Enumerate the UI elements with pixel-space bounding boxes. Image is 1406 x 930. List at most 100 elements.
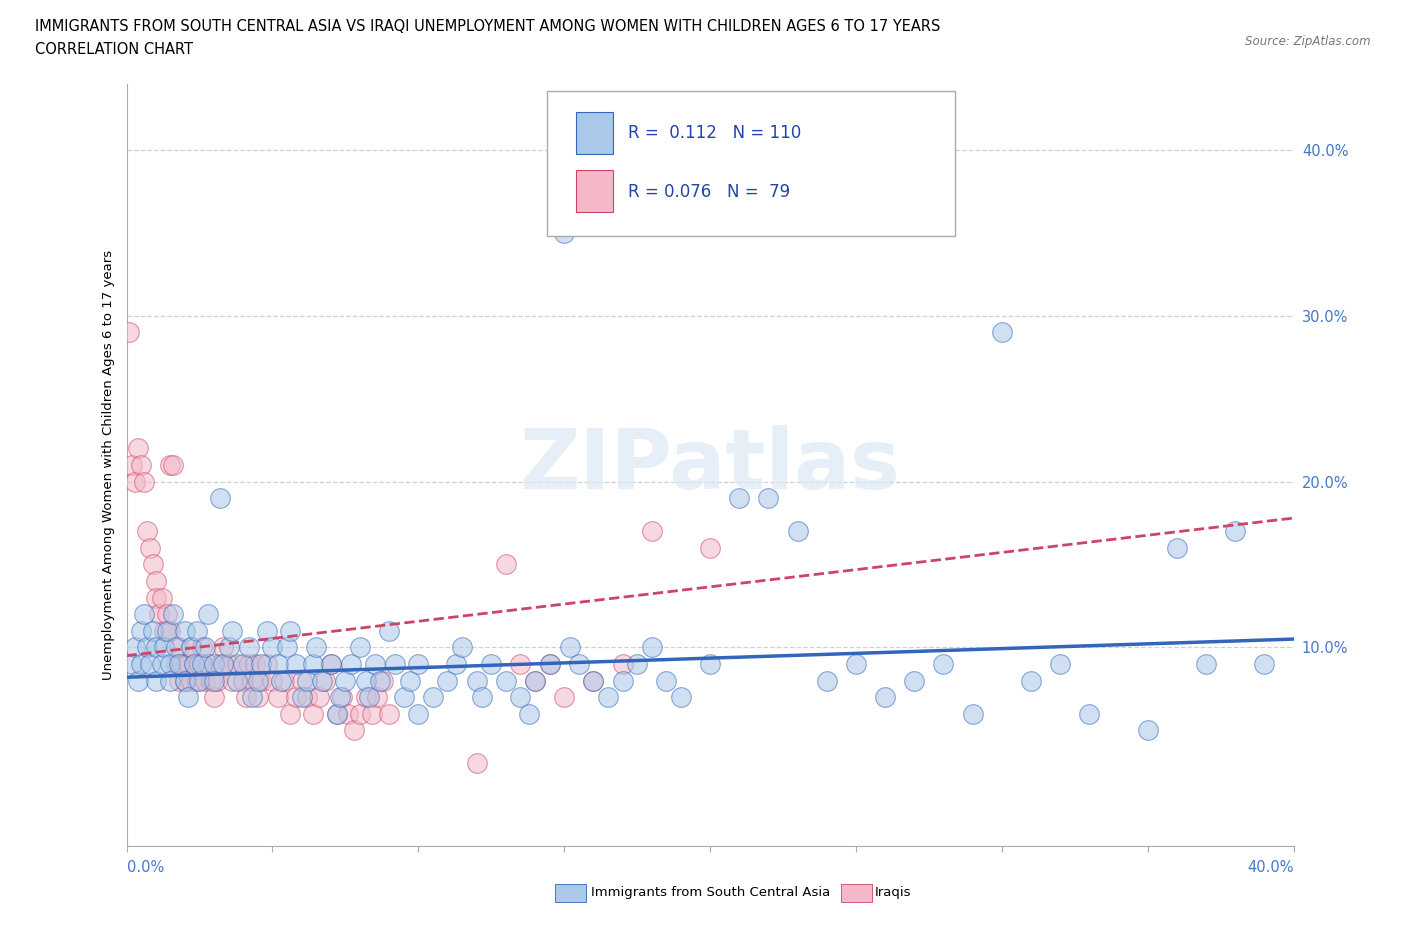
Point xyxy=(197,657,219,671)
Point xyxy=(183,657,205,671)
Point xyxy=(354,673,377,688)
Point xyxy=(278,706,301,721)
Text: Immigrants from South Central Asia: Immigrants from South Central Asia xyxy=(591,886,830,899)
FancyBboxPatch shape xyxy=(547,91,955,236)
Point xyxy=(150,657,173,671)
Point xyxy=(132,606,155,621)
Point xyxy=(568,657,591,671)
Point xyxy=(1166,540,1188,555)
Point xyxy=(205,673,228,688)
Point xyxy=(246,673,269,688)
Point xyxy=(159,673,181,688)
Point xyxy=(465,756,488,771)
Point xyxy=(354,690,377,705)
Point xyxy=(159,458,181,472)
Point xyxy=(159,657,181,671)
Point xyxy=(240,673,263,688)
Point xyxy=(167,673,190,688)
Point xyxy=(208,657,231,671)
Point xyxy=(1136,723,1159,737)
Point xyxy=(509,690,531,705)
Point xyxy=(558,640,581,655)
Point xyxy=(495,673,517,688)
Point xyxy=(177,657,200,671)
Point xyxy=(524,673,547,688)
Point xyxy=(349,640,371,655)
Point xyxy=(197,606,219,621)
Point xyxy=(145,591,167,605)
Point xyxy=(297,690,319,705)
Point xyxy=(240,690,263,705)
Point xyxy=(136,640,159,655)
Point xyxy=(235,690,257,705)
Point xyxy=(308,690,330,705)
Point xyxy=(188,673,211,688)
Point xyxy=(524,673,547,688)
Point xyxy=(226,673,249,688)
Point xyxy=(243,657,266,671)
Point xyxy=(932,657,955,671)
Point xyxy=(183,657,205,671)
Point xyxy=(165,657,187,671)
Text: ZIPatlas: ZIPatlas xyxy=(520,424,900,506)
Point xyxy=(302,657,325,671)
Point xyxy=(290,690,312,705)
Point xyxy=(290,673,312,688)
Point xyxy=(699,540,721,555)
Point xyxy=(1078,706,1101,721)
Point xyxy=(845,657,868,671)
Point xyxy=(314,673,336,688)
Point xyxy=(170,657,193,671)
Point xyxy=(669,690,692,705)
Point xyxy=(273,673,295,688)
Point xyxy=(249,657,271,671)
Point xyxy=(262,640,284,655)
Text: R =  0.112   N = 110: R = 0.112 N = 110 xyxy=(628,124,801,141)
Point xyxy=(180,640,202,655)
Point xyxy=(1195,657,1218,671)
Point xyxy=(612,657,634,671)
Point xyxy=(378,706,401,721)
Point xyxy=(640,524,664,538)
Point xyxy=(188,657,211,671)
Point xyxy=(509,657,531,671)
Point xyxy=(373,673,395,688)
Point xyxy=(366,690,388,705)
Point xyxy=(142,623,165,638)
Point xyxy=(174,623,197,638)
Point xyxy=(191,657,214,671)
Point xyxy=(444,657,467,671)
Point xyxy=(596,690,619,705)
Point xyxy=(471,690,494,705)
Point xyxy=(202,690,225,705)
Point xyxy=(129,657,152,671)
Point xyxy=(249,673,271,688)
Point xyxy=(875,690,897,705)
Point xyxy=(129,458,152,472)
Point xyxy=(167,657,190,671)
Point xyxy=(1049,657,1071,671)
Point xyxy=(232,657,254,671)
Point xyxy=(699,657,721,671)
Point xyxy=(262,673,284,688)
Point xyxy=(145,640,167,655)
Text: CORRELATION CHART: CORRELATION CHART xyxy=(35,42,193,57)
Point xyxy=(221,673,243,688)
Point xyxy=(186,623,208,638)
Text: Iraqis: Iraqis xyxy=(875,886,911,899)
Point xyxy=(139,540,162,555)
Point xyxy=(121,458,143,472)
Point xyxy=(162,458,184,472)
Point xyxy=(325,706,347,721)
Point xyxy=(127,441,149,456)
Point xyxy=(167,640,190,655)
Point xyxy=(332,690,354,705)
Point xyxy=(553,690,575,705)
Point xyxy=(202,673,225,688)
Point xyxy=(202,657,225,671)
Point xyxy=(297,673,319,688)
Text: 0.0%: 0.0% xyxy=(127,859,163,874)
Point xyxy=(363,657,385,671)
Point xyxy=(238,657,260,671)
Point xyxy=(815,673,838,688)
